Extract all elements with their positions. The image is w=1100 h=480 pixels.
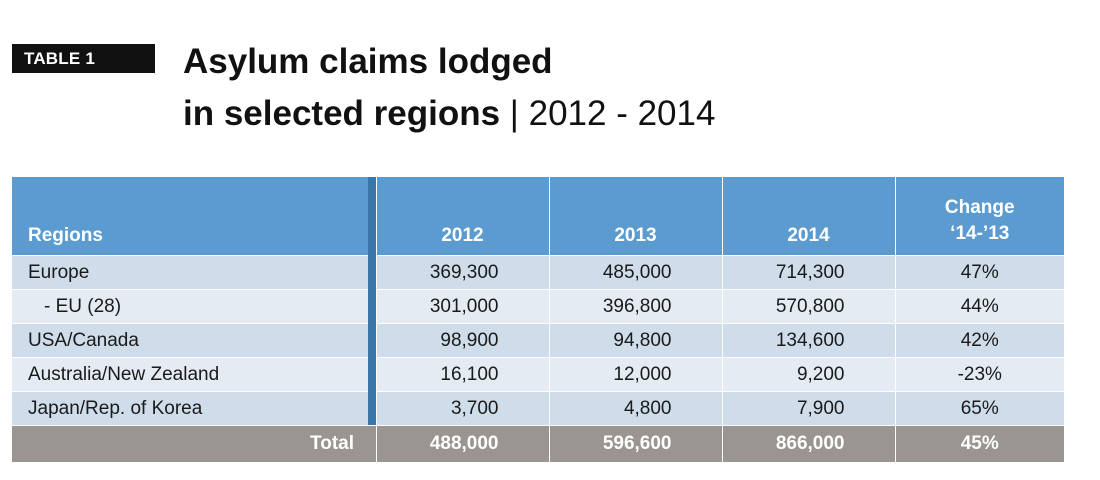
cell-change: 44% — [894, 289, 1064, 324]
cell-2014: 134,600 — [721, 323, 895, 358]
row-separator — [368, 323, 376, 358]
cell-2013: 485,000 — [548, 255, 722, 290]
table-row: Japan/Rep. of Korea 3,700 4,800 7,900 65… — [12, 391, 1064, 426]
table-badge: TABLE 1 — [12, 44, 155, 73]
cell-2012: 3,700 — [375, 391, 549, 426]
total-2013: 596,600 — [548, 425, 722, 462]
cell-2014: 9,200 — [721, 357, 895, 392]
title-separator: | — [509, 94, 519, 133]
row-region: Australia/New Zealand — [12, 357, 368, 392]
row-separator — [368, 289, 376, 324]
table-header-row: Regions 2012 2013 2014 Change ‘14-’13 — [12, 177, 1064, 256]
header-2014: 2014 — [721, 177, 895, 256]
cell-2014: 7,900 — [721, 391, 895, 426]
table-row: Australia/New Zealand 16,100 12,000 9,20… — [12, 357, 1064, 392]
table-row: - EU (28) 301,000 396,800 570,800 44% — [12, 289, 1064, 324]
table-row: USA/Canada 98,900 94,800 134,600 42% — [12, 323, 1064, 358]
header-change: Change ‘14-’13 — [894, 177, 1064, 256]
header-regions: Regions — [12, 177, 368, 256]
row-separator — [368, 255, 376, 290]
total-change: 45% — [894, 425, 1064, 462]
cell-2012: 98,900 — [375, 323, 549, 358]
cell-change: 42% — [894, 323, 1064, 358]
cell-2012: 301,000 — [375, 289, 549, 324]
cell-change: 65% — [894, 391, 1064, 426]
row-separator — [368, 357, 376, 392]
title-line2-wrap: in selected regions | 2012 - 2014 — [183, 88, 715, 140]
row-region: USA/Canada — [12, 323, 368, 358]
cell-2013: 396,800 — [548, 289, 722, 324]
cell-2014: 570,800 — [721, 289, 895, 324]
cell-2013: 12,000 — [548, 357, 722, 392]
asylum-claims-table: Regions 2012 2013 2014 Change ‘14-’13 Eu… — [12, 177, 1064, 462]
cell-2012: 16,100 — [375, 357, 549, 392]
row-separator — [368, 391, 376, 426]
header-separator — [368, 177, 376, 256]
row-region: Japan/Rep. of Korea — [12, 391, 368, 426]
total-separator — [368, 425, 376, 462]
cell-2014: 714,300 — [721, 255, 895, 290]
row-region: Europe — [12, 255, 368, 290]
title-years: 2012 - 2014 — [528, 94, 716, 133]
title-line1: Asylum claims lodged — [183, 42, 553, 81]
title-line2: in selected regions — [183, 94, 501, 133]
total-2014: 866,000 — [721, 425, 895, 462]
header-2012: 2012 — [375, 177, 549, 256]
table-row: Europe 369,300 485,000 714,300 47% — [12, 255, 1064, 290]
total-2012: 488,000 — [375, 425, 549, 462]
page-title: Asylum claims lodged in selected regions… — [183, 36, 715, 140]
header-change-line1: Change — [944, 197, 1015, 218]
cell-2013: 4,800 — [548, 391, 722, 426]
header-2013: 2013 — [548, 177, 722, 256]
cell-2013: 94,800 — [548, 323, 722, 358]
cell-2012: 369,300 — [375, 255, 549, 290]
header-change-line2: ‘14-’13 — [950, 223, 1010, 244]
cell-change: -23% — [894, 357, 1064, 392]
row-region: - EU (28) — [12, 289, 368, 324]
total-label: Total — [12, 425, 368, 462]
cell-change: 47% — [894, 255, 1064, 290]
total-row: Total 488,000 596,600 866,000 45% — [12, 425, 1064, 462]
